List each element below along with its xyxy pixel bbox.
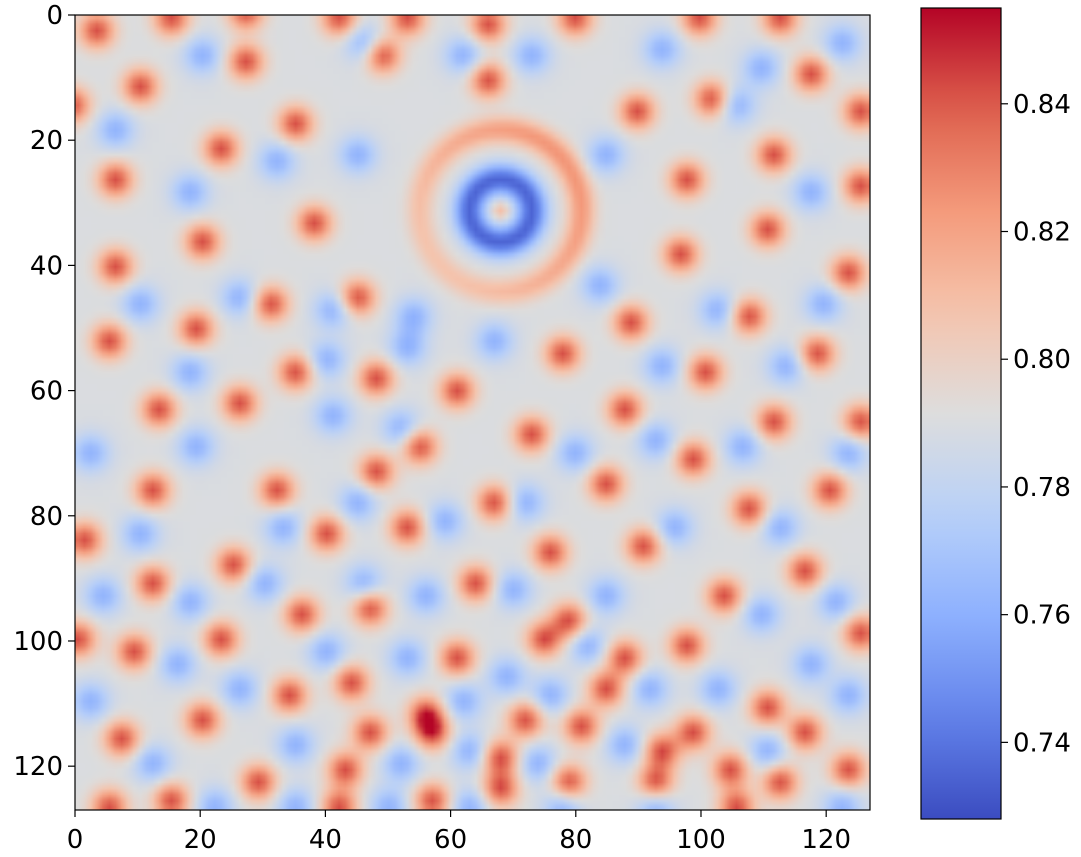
y-tick-label: 120 [13,752,63,782]
x-axis: 0 20 40 60 80 100 120 [67,810,851,855]
colorbar: 0.74 0.76 0.78 0.80 0.82 0.84 [920,7,1071,820]
y-tick-label: 60 [30,377,63,407]
x-tick-label: 100 [676,825,726,855]
colorbar-tick-label: 0.82 [1013,218,1071,248]
x-tick-label: 120 [801,825,851,855]
colorbar-tick-label: 0.78 [1013,473,1071,503]
x-tick-label: 0 [67,825,84,855]
heatmap-frame [74,14,871,811]
colorbar-frame [920,7,1002,820]
y-tick-label: 40 [30,251,63,281]
colorbar-gradient [921,8,1001,819]
colorbar-tick-label: 0.80 [1013,345,1071,375]
colorbar-tick-label: 0.74 [1013,728,1071,758]
heatmap-image-holder [75,15,870,810]
y-tick-label: 80 [30,502,63,532]
heatmap-image [75,15,870,810]
x-tick-label: 80 [559,825,592,855]
colorbar-tick-label: 0.84 [1013,90,1071,120]
x-tick-label: 20 [184,825,217,855]
y-axis: 0 20 40 60 80 100 120 [13,1,75,782]
x-tick-label: 40 [309,825,342,855]
heatmap-plot-area [74,14,871,811]
x-tick-label: 60 [434,825,467,855]
colorbar-tick-label: 0.76 [1013,601,1071,631]
y-tick-label: 0 [46,1,63,31]
y-tick-label: 20 [30,126,63,156]
y-tick-label: 100 [13,627,63,657]
colorbar-axis: 0.74 0.76 0.78 0.80 0.82 0.84 [1001,90,1071,758]
